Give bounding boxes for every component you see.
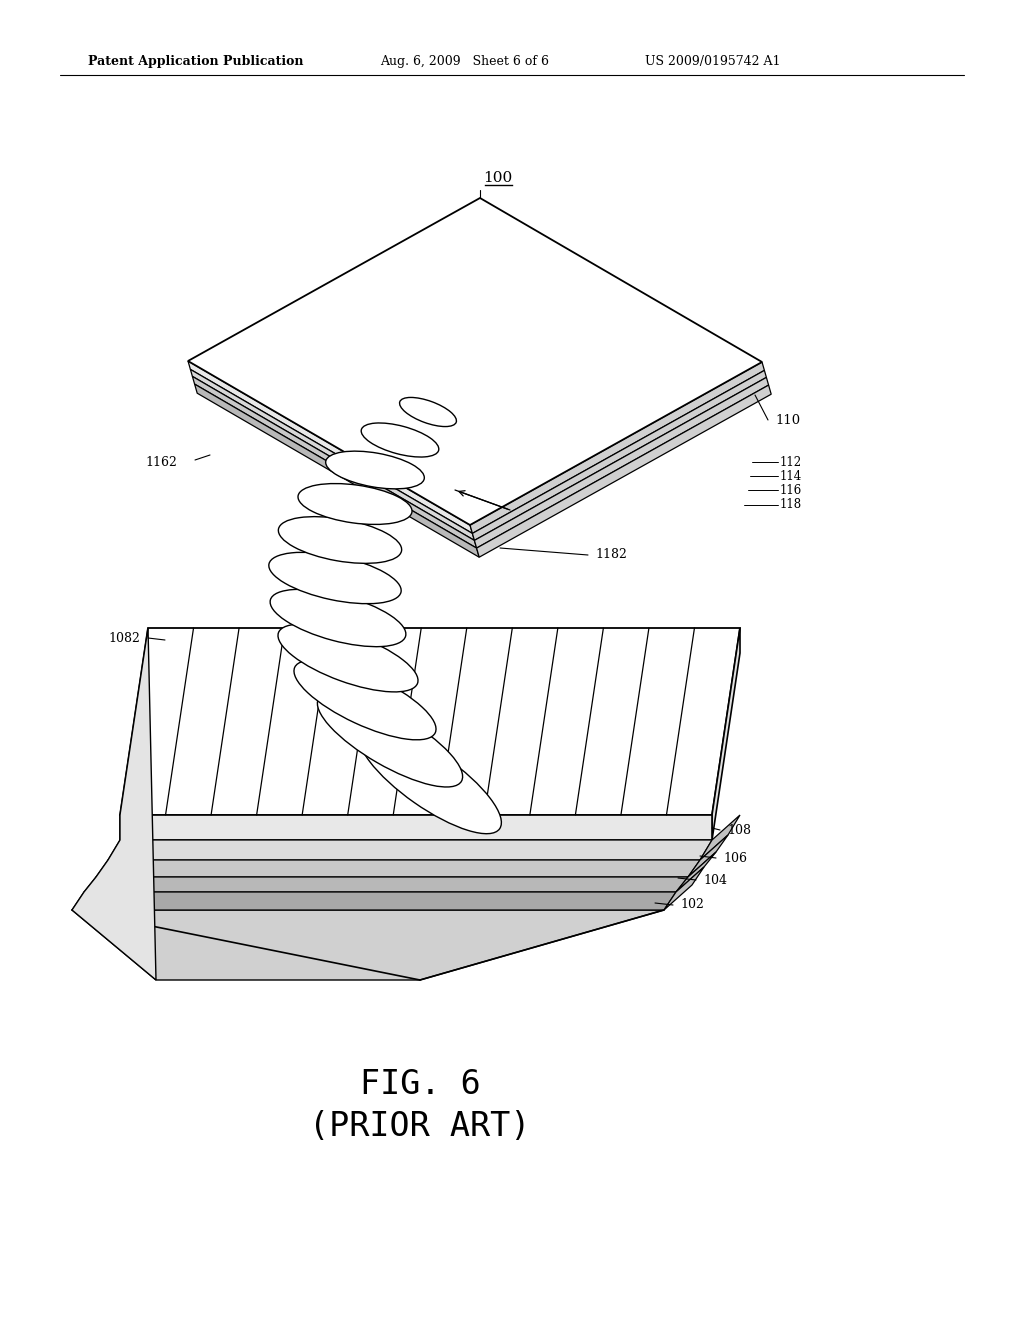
Text: 114: 114: [780, 470, 802, 483]
Polygon shape: [700, 814, 740, 861]
Text: 1162: 1162: [145, 455, 177, 469]
Text: US 2009/0195742 A1: US 2009/0195742 A1: [645, 55, 780, 69]
Ellipse shape: [298, 483, 412, 524]
Polygon shape: [120, 628, 740, 814]
Polygon shape: [72, 892, 676, 909]
Text: 1182: 1182: [595, 549, 627, 561]
Polygon shape: [195, 384, 479, 557]
Polygon shape: [193, 376, 476, 548]
Polygon shape: [688, 836, 728, 876]
Polygon shape: [120, 814, 712, 840]
Text: 110: 110: [775, 413, 800, 426]
Ellipse shape: [317, 693, 463, 787]
Text: 118: 118: [780, 499, 802, 511]
Text: 1082: 1082: [109, 631, 140, 644]
Ellipse shape: [358, 726, 502, 834]
Ellipse shape: [326, 451, 424, 488]
Text: 116: 116: [780, 483, 802, 496]
Ellipse shape: [270, 589, 406, 647]
Text: 112: 112: [780, 455, 802, 469]
Polygon shape: [72, 909, 664, 979]
Ellipse shape: [361, 422, 439, 457]
Polygon shape: [72, 628, 156, 979]
Text: 104: 104: [703, 874, 727, 887]
Ellipse shape: [399, 397, 457, 426]
Polygon shape: [712, 628, 740, 840]
Text: 106: 106: [723, 851, 746, 865]
Polygon shape: [96, 861, 700, 876]
Polygon shape: [188, 198, 762, 525]
Polygon shape: [470, 362, 764, 533]
Polygon shape: [676, 851, 716, 892]
Polygon shape: [84, 876, 688, 892]
Polygon shape: [188, 360, 472, 533]
Ellipse shape: [294, 660, 436, 739]
Polygon shape: [474, 378, 769, 548]
Text: 102: 102: [680, 899, 703, 912]
Polygon shape: [108, 840, 712, 861]
Text: 108: 108: [727, 824, 751, 837]
Ellipse shape: [279, 516, 401, 564]
Polygon shape: [472, 371, 766, 540]
Ellipse shape: [269, 552, 401, 603]
Ellipse shape: [278, 624, 418, 692]
Polygon shape: [476, 385, 771, 557]
Text: Aug. 6, 2009   Sheet 6 of 6: Aug. 6, 2009 Sheet 6 of 6: [380, 55, 549, 69]
Text: 100: 100: [483, 172, 513, 185]
Polygon shape: [664, 867, 705, 909]
Text: Patent Application Publication: Patent Application Publication: [88, 55, 303, 69]
Text: FIG. 6: FIG. 6: [359, 1068, 480, 1101]
Text: (PRIOR ART): (PRIOR ART): [309, 1110, 530, 1143]
Polygon shape: [190, 370, 474, 540]
